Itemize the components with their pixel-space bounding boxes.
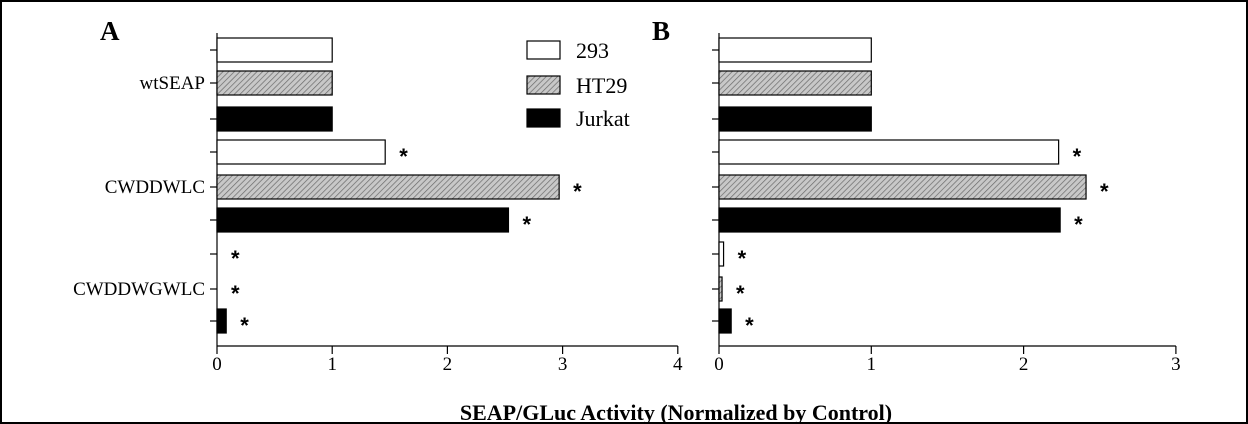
significance-star: * <box>231 281 240 306</box>
legend-label: HT29 <box>576 73 627 98</box>
bar-jurkat-wtseap <box>216 106 333 132</box>
significance-star: * <box>573 179 582 204</box>
bar-jurkat-cwddwgwlc <box>718 308 732 334</box>
bar-ht29-wtseap <box>216 70 333 96</box>
x-tick-label: 0 <box>714 354 724 375</box>
legend-swatch <box>526 108 561 128</box>
significance-star: * <box>736 281 745 306</box>
significance-star: * <box>1100 179 1109 204</box>
bar-293-cwddwgwlc <box>718 241 725 267</box>
category-label: CWDDWGWLC <box>73 279 205 300</box>
bar-jurkat-cwddwgwlc <box>216 308 227 334</box>
x-tick-label: 0 <box>212 354 222 375</box>
category-label: wtSEAP <box>140 73 205 94</box>
bar-293-wtseap <box>718 37 872 63</box>
bar-293-cwddwlc <box>718 139 1060 165</box>
bar-ht29-wtseap <box>718 70 872 96</box>
legend: 293 HT29 Jurkat <box>526 38 630 131</box>
significance-star: * <box>1074 212 1083 237</box>
significance-star: * <box>240 313 249 338</box>
bar-jurkat-cwddwlc <box>718 207 1061 233</box>
bar-ht29-cwddwgwlc <box>718 276 723 302</box>
significance-star: * <box>738 246 747 271</box>
legend-swatch <box>526 40 561 60</box>
bar-ht29-cwddwlc <box>216 174 560 200</box>
x-tick-label: 3 <box>1171 354 1181 375</box>
category-label: CWDDWLC <box>105 177 205 198</box>
x-tick-label: 2 <box>1019 354 1029 375</box>
significance-star: * <box>522 212 531 237</box>
significance-star: * <box>231 246 240 271</box>
bar-jurkat-wtseap <box>718 106 872 132</box>
panel-letter: B <box>652 16 670 46</box>
bar-jurkat-cwddwlc <box>216 207 510 233</box>
significance-star: * <box>1073 144 1082 169</box>
x-axis-title: SEAP/GLuc Activity (Normalized by Contro… <box>460 400 892 424</box>
bar-ht29-cwddwlc <box>718 174 1087 200</box>
legend-swatch <box>526 75 561 95</box>
panel-letter: A <box>100 16 120 46</box>
x-tick-label: 3 <box>558 354 568 375</box>
significance-star: * <box>399 144 408 169</box>
x-tick-label: 1 <box>327 354 337 375</box>
panel-b: B0 1 2 3****** <box>652 16 1181 375</box>
legend-label: 293 <box>576 38 609 63</box>
x-tick-label: 4 <box>673 354 683 375</box>
bar-293-wtseap <box>216 37 333 63</box>
significance-star: * <box>745 313 754 338</box>
legend-label: Jurkat <box>576 106 630 131</box>
x-tick-label: 1 <box>867 354 877 375</box>
x-tick-label: 2 <box>443 354 453 375</box>
bar-293-cwddwlc <box>216 139 386 165</box>
